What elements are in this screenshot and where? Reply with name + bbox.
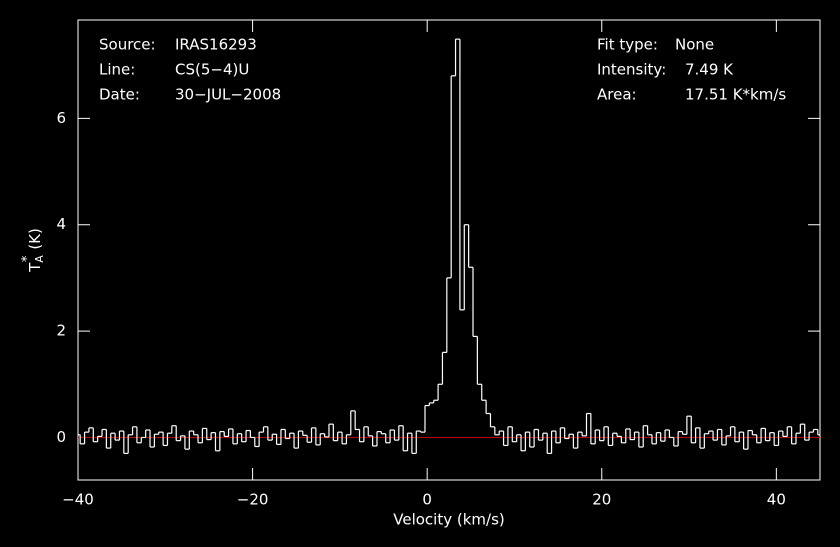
x-tick-label: 20	[592, 491, 611, 509]
x-tick-label: 40	[767, 491, 786, 509]
y-tick-label: 6	[56, 109, 66, 127]
y-label-unit: (K)	[26, 228, 44, 250]
y-label-sub: A	[33, 255, 46, 263]
info-value: 7.49 K	[685, 61, 734, 79]
y-axis-label: TA* (K)	[20, 228, 47, 273]
info-label: Date:	[99, 86, 140, 104]
y-tick-label: 2	[56, 322, 66, 340]
info-label: Line:	[99, 61, 135, 79]
x-tick-label: 0	[422, 491, 432, 509]
x-tick-label: −40	[62, 491, 94, 509]
spectrum-risers	[79, 39, 819, 454]
y-tick-label: 4	[56, 215, 66, 233]
info-label: Fit type:	[597, 36, 658, 54]
info-value: None	[675, 36, 714, 54]
info-label: Source:	[99, 36, 156, 54]
y-tick-label: 0	[56, 428, 66, 446]
x-axis-label: Velocity (km/s)	[393, 511, 504, 529]
plot-frame	[77, 19, 821, 481]
x-tick-label: −20	[237, 491, 269, 509]
info-label: Intensity:	[597, 61, 666, 79]
info-value: IRAS16293	[175, 36, 257, 54]
info-value: 17.51 K*km/s	[685, 86, 786, 104]
y-label-sup: *	[20, 255, 35, 262]
y-label-main: T	[26, 262, 44, 273]
info-value: CS(5−4)U	[175, 61, 249, 79]
info-value: 30−JUL−2008	[175, 86, 281, 104]
info-label: Area:	[597, 86, 637, 104]
